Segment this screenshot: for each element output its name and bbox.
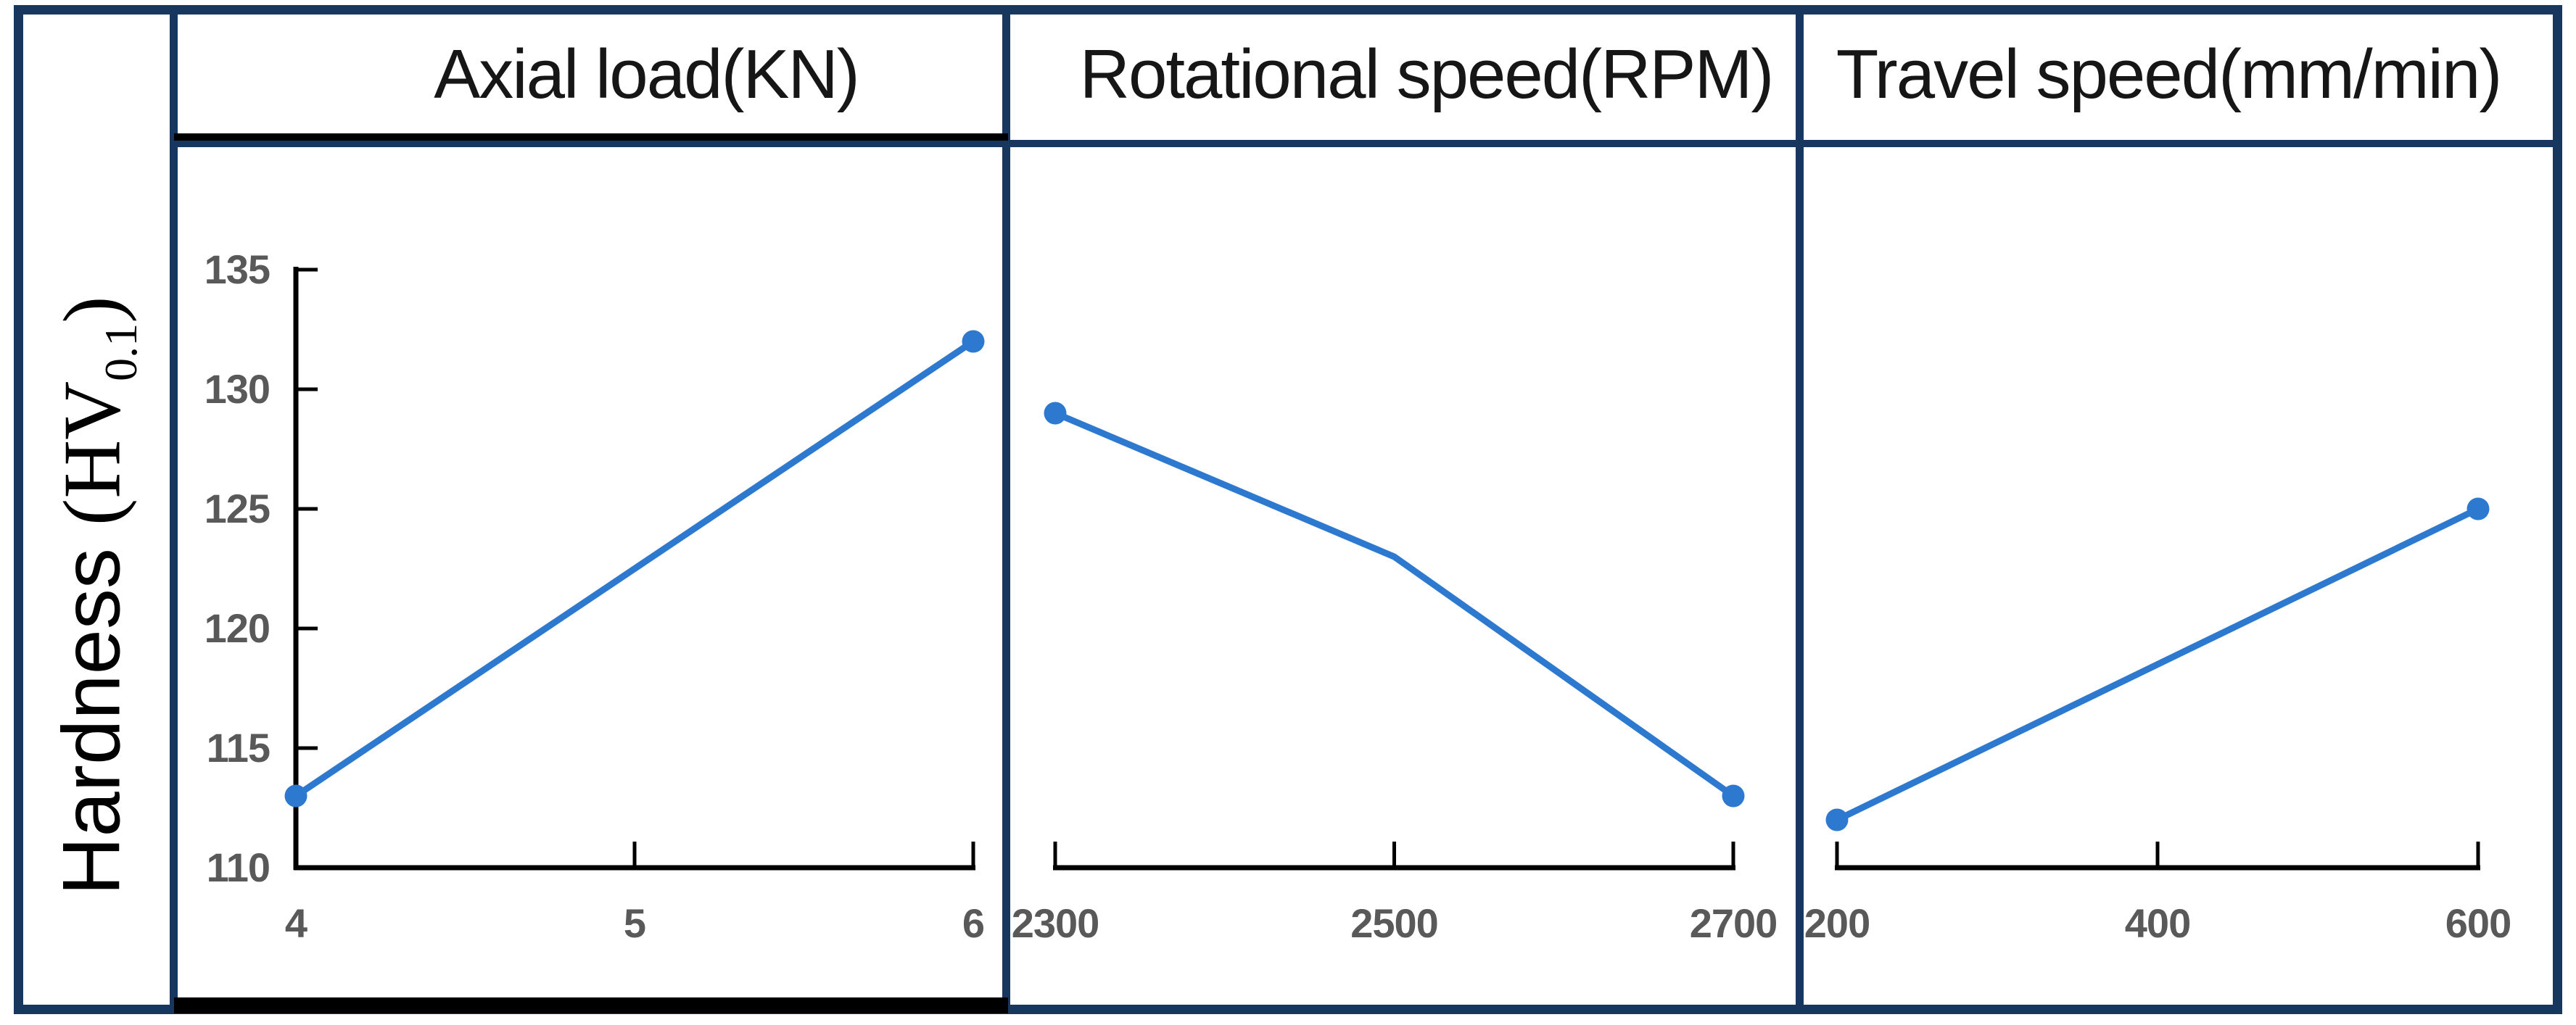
x-tick-label: 2300 <box>1011 900 1100 946</box>
bottom-border-black-segment <box>174 997 1008 1013</box>
x-tick-label: 2500 <box>1350 900 1439 946</box>
y-axis-label-symbol: (HV <box>47 381 138 526</box>
x-tick-label: 2700 <box>1689 900 1778 946</box>
x-tick-label: 6 <box>962 900 985 946</box>
y-axis-label-close: ) <box>47 296 138 323</box>
header-separator-black-segment <box>174 133 1008 141</box>
x-tick-label: 400 <box>2124 900 2191 946</box>
y-tick-label: 115 <box>206 725 271 771</box>
y-tick-label: 120 <box>204 605 271 651</box>
panel-header-rotational-speed: Rotational speed(RPM) <box>1079 36 1775 113</box>
x-tick-label: 4 <box>284 900 307 946</box>
header-separator-line <box>174 140 2562 147</box>
y-tick-label: 125 <box>204 486 271 531</box>
panel-header-axial-load: Axial load(KN) <box>434 36 860 113</box>
panel-divider-rotational-travel <box>1796 6 1804 1013</box>
y-axis-label-prefix: Hardness <box>46 525 137 896</box>
y-tick-label: 135 <box>204 246 271 292</box>
y-axis-label: Hardness (HV0.1) <box>45 296 146 896</box>
panel-header-travel-speed: Travel speed(mm/min) <box>1836 36 2503 113</box>
x-tick-label: 600 <box>2445 900 2511 946</box>
ylabel-column-divider <box>170 6 178 1013</box>
panel-divider-axial-rotational <box>1002 6 1010 1013</box>
outer-border <box>14 5 2562 1014</box>
y-tick-label: 130 <box>204 366 271 412</box>
x-tick-label: 200 <box>1804 900 1870 946</box>
x-tick-label: 5 <box>623 900 646 946</box>
y-axis-label-subscript: 0.1 <box>94 323 146 381</box>
y-tick-label: 110 <box>206 845 271 890</box>
